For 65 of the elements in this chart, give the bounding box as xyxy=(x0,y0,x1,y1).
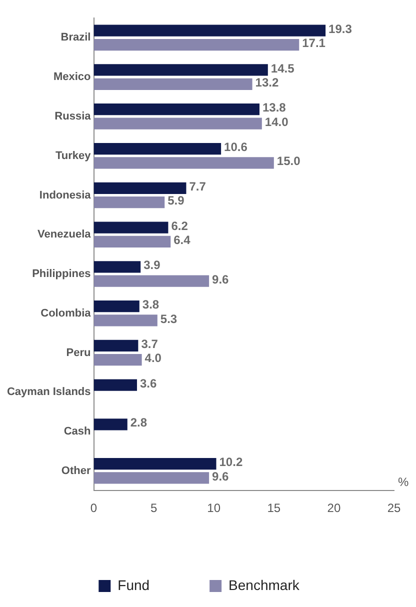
bar xyxy=(94,275,210,287)
bar xyxy=(94,118,262,130)
bar xyxy=(94,458,216,470)
data-label: 6.2 xyxy=(171,218,188,233)
data-label: 3.7 xyxy=(141,336,158,351)
y-tick-label: Indonesia xyxy=(39,189,92,202)
legend-label: Fund xyxy=(118,576,150,593)
data-label: 9.6 xyxy=(212,272,230,286)
data-label: 5.9 xyxy=(168,194,185,208)
y-tick-label: Russia xyxy=(54,110,92,122)
data-label: 6.4 xyxy=(174,233,191,248)
x-tick-label: 10 xyxy=(207,501,221,516)
bar xyxy=(94,157,274,169)
x-tick-label: 0 xyxy=(90,501,98,516)
legend-label: Benchmark xyxy=(228,576,300,593)
y-tick-label: Cayman Islands xyxy=(6,386,91,398)
x-tick-label: 5 xyxy=(150,501,158,516)
x-tick-label: 20 xyxy=(327,501,341,516)
data-label: 13.8 xyxy=(262,100,286,115)
x-tick-label: 15 xyxy=(267,501,281,516)
data-label: 14.0 xyxy=(264,114,289,129)
y-tick-label: Peru xyxy=(66,346,91,359)
bar xyxy=(94,182,186,194)
bar xyxy=(94,38,300,51)
data-label: 10.6 xyxy=(224,140,248,154)
bar xyxy=(94,64,268,76)
bar xyxy=(94,78,252,90)
data-label: 3.9 xyxy=(144,258,161,272)
data-label: 3.6 xyxy=(140,376,157,390)
bar xyxy=(94,314,158,326)
y-tick-label: Turkey xyxy=(55,150,92,162)
data-label: 9.6 xyxy=(212,469,230,484)
bar xyxy=(94,300,140,312)
bar xyxy=(94,222,168,234)
data-label: 4.0 xyxy=(144,351,162,366)
x-axis-title: % xyxy=(398,474,409,489)
y-tick-label: Philippines xyxy=(32,268,91,280)
y-tick-label: Other xyxy=(61,464,92,477)
bar xyxy=(94,24,326,36)
data-label: 14.5 xyxy=(270,61,295,76)
data-label: 17.1 xyxy=(302,36,326,50)
data-label: 15.0 xyxy=(276,154,301,168)
data-label: 3.8 xyxy=(142,298,160,312)
bar xyxy=(94,379,137,391)
data-label: 2.8 xyxy=(130,416,148,430)
y-tick-label: Cash xyxy=(64,426,92,438)
bar xyxy=(94,340,138,352)
bar xyxy=(94,236,171,248)
y-tick-label: Mexico xyxy=(53,71,92,84)
bar xyxy=(94,196,165,208)
bar xyxy=(94,472,210,484)
data-label: 5.3 xyxy=(160,312,178,326)
bar xyxy=(94,142,222,155)
bar xyxy=(94,104,260,116)
data-label: 13.2 xyxy=(255,75,279,90)
bar xyxy=(94,418,128,430)
y-tick-label: Brazil xyxy=(60,32,91,44)
x-tick-label: 25 xyxy=(387,501,401,516)
data-label: 10.2 xyxy=(219,455,243,470)
y-tick-label: Colombia xyxy=(40,307,92,320)
data-label: 19.3 xyxy=(328,22,352,36)
bar xyxy=(94,261,141,273)
bar xyxy=(94,354,142,366)
y-tick-label: Venezuela xyxy=(38,228,92,241)
data-label: 7.7 xyxy=(189,179,206,194)
